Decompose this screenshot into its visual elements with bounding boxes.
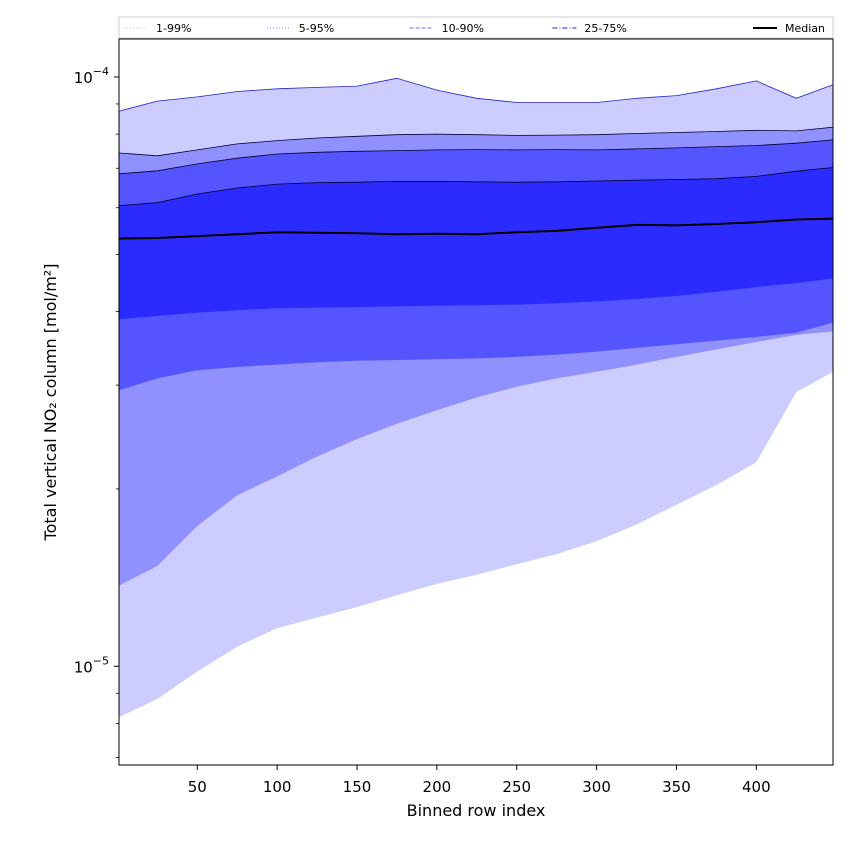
x-tick-label: 400: [742, 778, 771, 796]
legend-label: 10-90%: [442, 22, 484, 35]
legend-label: Median: [785, 22, 825, 35]
x-tick-label: 350: [662, 778, 691, 796]
plot-frame: [118, 38, 834, 766]
legend-label: 1-99%: [156, 22, 191, 35]
x-tick-label: 100: [263, 778, 292, 796]
band-edge-25-75%: [118, 167, 834, 206]
y-tick-label: 10−4: [74, 65, 109, 87]
legend-box: [118, 16, 834, 39]
y-axis-ticks: 10−5 10−4: [74, 65, 119, 758]
median-layer: [118, 217, 834, 240]
x-tick-label: 150: [343, 778, 372, 796]
legend-label: 5-95%: [299, 22, 334, 35]
band-edge-10-90%: [118, 139, 834, 175]
legend: 1-99% 5-95% 10-90% 25-75% Median: [118, 16, 834, 39]
legend-entry: Median: [753, 22, 825, 35]
x-tick-label: 250: [502, 778, 531, 796]
legend-entry: 10-90%: [409, 22, 484, 35]
band-edge-1-99%: [118, 77, 834, 112]
y-tick-label: 10−5: [74, 654, 109, 676]
percentile-bands: [118, 77, 834, 718]
x-tick-label: 200: [423, 778, 452, 796]
legend-label: 25-75%: [584, 22, 626, 35]
band-edge-5-95%: [118, 126, 834, 157]
x-tick-label: 50: [188, 778, 207, 796]
band-25-75%: [119, 167, 833, 320]
legend-entry: 5-95%: [266, 22, 334, 35]
legend-entry: 1-99%: [124, 22, 191, 35]
legend-entry: 25-75%: [552, 22, 627, 35]
x-axis-ticks: 50 100 150 200 250 300 350 400: [188, 765, 771, 796]
median-line: [118, 217, 834, 240]
x-tick-label: 300: [582, 778, 611, 796]
y-axis-label: Total vertical NO₂ column [mol/m²]: [41, 264, 60, 542]
x-axis-label: Binned row index: [407, 801, 546, 820]
